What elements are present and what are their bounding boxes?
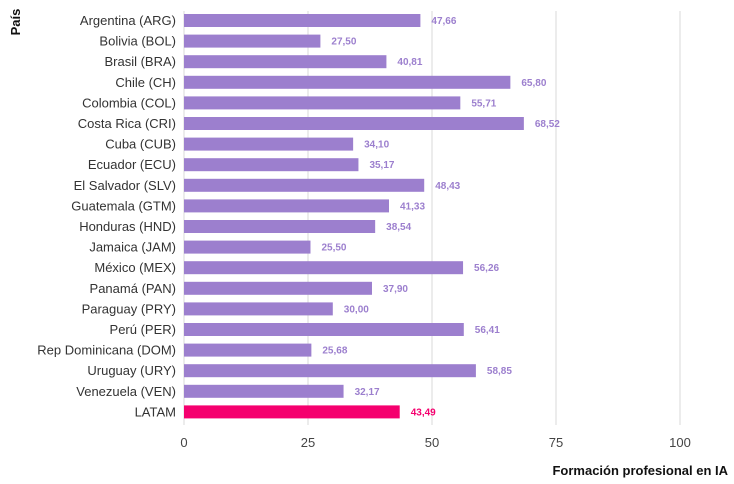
bar-11 xyxy=(184,240,311,254)
value-label-17: 58,85 xyxy=(487,366,512,377)
category-label-12: México (MEX) xyxy=(94,260,176,275)
value-label-0: 47,66 xyxy=(431,16,456,27)
value-label-9: 41,33 xyxy=(400,201,425,212)
value-label-3: 65,80 xyxy=(521,78,546,89)
x-tick-label-75: 75 xyxy=(549,435,563,450)
category-label-5: Costa Rica (CRI) xyxy=(78,116,176,131)
category-label-4: Colombia (COL) xyxy=(82,95,176,110)
category-label-0: Argentina (ARG) xyxy=(80,13,176,28)
category-label-8: El Salvador (SLV) xyxy=(74,178,176,193)
value-label-6: 34,10 xyxy=(364,140,389,151)
x-tick-labels: 0 25 50 75 100 xyxy=(180,435,690,450)
value-label-10: 38,54 xyxy=(386,222,411,233)
bar-10 xyxy=(184,220,376,233)
bar-4 xyxy=(184,96,461,110)
category-label-7: Ecuador (ECU) xyxy=(88,157,176,172)
category-label-15: Perú (PER) xyxy=(110,322,176,337)
bar-17 xyxy=(184,364,476,378)
value-label-15: 56,41 xyxy=(475,325,500,336)
y-axis-title: País xyxy=(8,9,23,36)
value-labels: 47,66 27,50 40,81 65,80 55,71 68,52 34,10 35,17… xyxy=(321,16,560,418)
bar-8 xyxy=(184,178,425,192)
category-label-18: Venezuela (VEN) xyxy=(76,384,176,399)
x-tick-label-100: 100 xyxy=(669,435,691,450)
category-label-6: Cuba (CUB) xyxy=(105,137,176,152)
bar-15 xyxy=(184,323,464,336)
category-label-3: Chile (CH) xyxy=(115,75,176,90)
grid-lines xyxy=(183,11,681,425)
x-tick-label-50: 50 xyxy=(425,435,439,450)
category-label-1: Bolivia (BOL) xyxy=(99,34,176,49)
bar-5 xyxy=(184,117,524,130)
value-label-1: 27,50 xyxy=(331,37,356,48)
value-label-12: 56,26 xyxy=(474,263,499,274)
bar-16 xyxy=(184,343,312,357)
value-label-2: 40,81 xyxy=(397,57,422,68)
category-label-19: LATAM xyxy=(135,404,176,419)
value-label-16: 25,68 xyxy=(322,346,347,357)
bar-13 xyxy=(184,281,372,295)
value-label-14: 30,00 xyxy=(344,304,369,315)
category-label-13: Panamá (PAN) xyxy=(90,281,176,296)
value-label-13: 37,90 xyxy=(383,284,408,295)
value-label-5: 68,52 xyxy=(535,119,560,130)
category-label-11: Jamaica (JAM) xyxy=(89,240,176,255)
bar-14 xyxy=(184,302,333,316)
bar-7 xyxy=(184,158,359,172)
bar-3 xyxy=(184,75,511,89)
bar-6 xyxy=(184,137,354,151)
category-label-9: Guatemala (GTM) xyxy=(71,198,176,213)
bar-19 xyxy=(184,405,400,419)
value-label-8: 48,43 xyxy=(435,181,460,192)
bar-12 xyxy=(184,261,464,275)
x-tick-label-25: 25 xyxy=(301,435,315,450)
bar-18 xyxy=(184,384,344,398)
category-label-17: Uruguay (URY) xyxy=(87,363,176,378)
x-axis-title: Formación profesional en IA xyxy=(552,463,728,478)
value-label-7: 35,17 xyxy=(369,160,394,171)
value-label-19: 43,49 xyxy=(411,407,436,418)
value-label-18: 32,17 xyxy=(355,387,380,398)
category-labels: Argentina (ARG) Bolivia (BOL) Brasil (BRA)… xyxy=(37,13,176,419)
value-label-11: 25,50 xyxy=(321,243,346,254)
x-tick-label-0: 0 xyxy=(180,435,187,450)
value-label-4: 55,71 xyxy=(471,98,496,109)
category-label-2: Brasil (BRA) xyxy=(104,54,176,69)
category-label-16: Rep Dominicana (DOM) xyxy=(37,343,176,358)
bar-1 xyxy=(184,34,321,48)
bars xyxy=(184,14,524,419)
category-label-10: Honduras (HND) xyxy=(79,219,176,234)
bar-0 xyxy=(184,14,421,27)
bar-2 xyxy=(184,55,387,69)
bar-9 xyxy=(184,199,389,213)
category-label-14: Paraguay (PRY) xyxy=(82,301,176,316)
